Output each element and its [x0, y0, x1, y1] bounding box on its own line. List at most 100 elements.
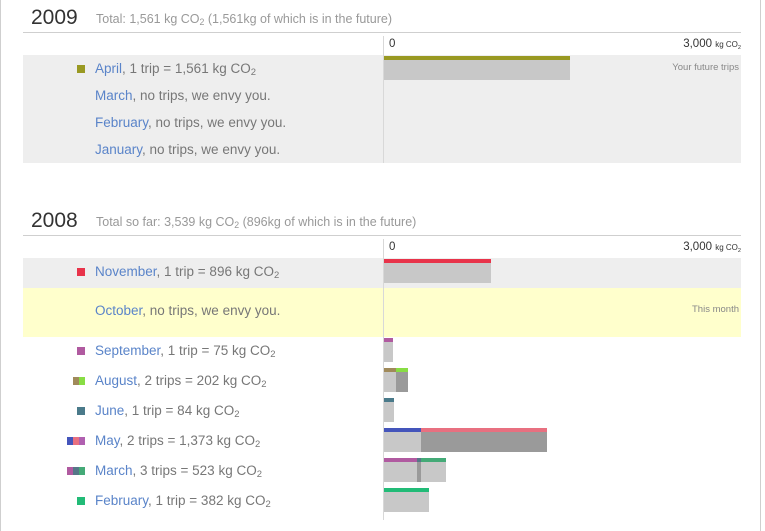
month-summary: September, 1 trip = 75 kg CO2 — [95, 343, 276, 360]
axis-min-label: 0 — [389, 38, 396, 50]
month-summary: March, 3 trips = 523 kg CO2 — [95, 463, 262, 480]
month-row: August, 2 trips = 202 kg CO2 — [23, 367, 741, 397]
trip-color-swatch — [79, 437, 85, 445]
trip-bar-cap — [421, 428, 548, 432]
trip-bar-cap — [395, 368, 409, 372]
month-summary: February, no trips, we envy you. — [95, 115, 287, 130]
trip-bar-segment — [421, 462, 447, 482]
emission-bar — [384, 368, 409, 396]
month-link[interactable]: June — [95, 403, 125, 418]
month-link[interactable]: January — [95, 142, 143, 157]
page-frame-right — [760, 0, 761, 531]
trip-color-swatch — [77, 347, 85, 355]
emission-bar — [384, 428, 548, 456]
year-total: Total so far: 3,539 kg CO2 (896kg of whi… — [96, 215, 417, 230]
trip-color-swatch — [77, 65, 85, 73]
trip-bar-cap — [384, 488, 430, 492]
month-summary: May, 2 trips = 1,373 kg CO2 — [95, 433, 261, 450]
month-row: May, 2 trips = 1,373 kg CO2 — [23, 427, 741, 457]
month-link[interactable]: May — [95, 433, 120, 448]
trip-color-swatch — [79, 467, 85, 475]
month-link[interactable]: April — [95, 61, 123, 76]
trip-color-swatch — [73, 467, 79, 475]
month-row: November, 1 trip = 896 kg CO2 — [23, 258, 741, 288]
month-summary: April, 1 trip = 1,561 kg CO2 — [95, 61, 256, 78]
trip-color-swatch — [77, 407, 85, 415]
month-row: March, 3 trips = 523 kg CO2 — [23, 457, 741, 487]
trip-color-swatch — [67, 467, 73, 475]
row-note: Your future trips — [672, 62, 739, 73]
trip-color-swatch — [77, 497, 85, 505]
month-row: June, 1 trip = 84 kg CO2 — [23, 397, 741, 427]
trip-color-swatch — [79, 377, 85, 385]
month-link[interactable]: March — [95, 463, 133, 478]
axis-labels: 0 3,000 kg CO2 — [23, 236, 741, 256]
month-summary: June, 1 trip = 84 kg CO2 — [95, 403, 240, 420]
axis-max-label: 3,000 kg CO2 — [683, 241, 741, 254]
trip-bar-segment — [384, 342, 393, 362]
axis-max-label: 3,000 kg CO2 — [683, 38, 741, 51]
emission-bar — [384, 56, 570, 84]
page-frame-left — [0, 0, 1, 531]
trip-bar-cap — [384, 368, 396, 372]
header-divider — [23, 235, 741, 236]
emission-bar — [384, 398, 394, 426]
trip-bar-segment — [384, 402, 394, 422]
chart-baseline — [383, 36, 384, 163]
month-row: October, no trips, we envy you. This mont… — [23, 288, 741, 337]
row-note: This month — [692, 304, 739, 315]
trip-color-swatch — [77, 268, 85, 276]
month-summary: March, no trips, we envy you. — [95, 88, 271, 103]
trip-bar-cap — [384, 398, 394, 402]
chart-baseline — [383, 239, 384, 520]
trip-bar-cap — [384, 458, 417, 462]
year-title: 2009 — [31, 6, 78, 29]
emission-bar — [384, 458, 447, 486]
month-link[interactable]: February — [95, 115, 149, 130]
month-link[interactable]: September — [95, 343, 161, 358]
month-link[interactable]: March — [95, 88, 133, 103]
year-title: 2008 — [31, 209, 78, 232]
trip-bar-cap — [421, 458, 447, 462]
year-section-2009: 2009 Total: 1,561 kg CO2 (1,561kg of whi… — [23, 4, 741, 163]
trip-bar-segment — [416, 462, 422, 482]
trip-color-swatch — [73, 437, 79, 445]
trip-bar-segment — [384, 492, 430, 512]
axis-min-label: 0 — [389, 241, 396, 253]
month-summary: January, no trips, we envy you. — [95, 142, 281, 157]
month-row: March, no trips, we envy you. — [23, 82, 741, 109]
month-summary: August, 2 trips = 202 kg CO2 — [95, 373, 267, 390]
trip-bar-segment — [384, 372, 396, 392]
year-header: 2008 Total so far: 3,539 kg CO2 (896kg o… — [23, 207, 741, 236]
emission-bar — [384, 259, 491, 287]
month-row: April, 1 trip = 1,561 kg CO2 Your future … — [23, 55, 741, 82]
trip-bar-cap — [384, 56, 570, 60]
month-summary: February, 1 trip = 382 kg CO2 — [95, 493, 271, 510]
trip-bar-segment — [384, 263, 491, 283]
header-divider — [23, 32, 741, 33]
trip-bar-cap — [384, 259, 491, 263]
trip-bar-cap — [384, 428, 422, 432]
month-link[interactable]: February — [95, 493, 149, 508]
trip-bar-cap — [384, 338, 393, 342]
year-header: 2009 Total: 1,561 kg CO2 (1,561kg of whi… — [23, 4, 741, 33]
month-link[interactable]: August — [95, 373, 138, 388]
month-row: February, no trips, we envy you. — [23, 109, 741, 136]
month-row: February, 1 trip = 382 kg CO2 — [23, 487, 741, 517]
emission-bar — [384, 488, 430, 516]
axis-labels: 0 3,000 kg CO2 — [23, 33, 741, 53]
year-total: Total: 1,561 kg CO2 (1,561kg of which is… — [96, 12, 393, 27]
month-summary: October, no trips, we envy you. — [95, 303, 281, 318]
year-section-2008: 2008 Total so far: 3,539 kg CO2 (896kg o… — [23, 207, 741, 520]
trip-color-swatch — [67, 437, 73, 445]
trip-bar-segment — [384, 432, 422, 452]
trip-bar-cap — [416, 458, 422, 462]
trip-bar-segment — [395, 372, 409, 392]
trip-bar-segment — [384, 462, 417, 482]
trip-bar-segment — [421, 432, 548, 452]
month-summary: November, 1 trip = 896 kg CO2 — [95, 264, 280, 281]
month-row: January, no trips, we envy you. — [23, 136, 741, 163]
month-link[interactable]: October — [95, 303, 143, 318]
month-link[interactable]: November — [95, 264, 157, 279]
month-row: September, 1 trip = 75 kg CO2 — [23, 337, 741, 367]
